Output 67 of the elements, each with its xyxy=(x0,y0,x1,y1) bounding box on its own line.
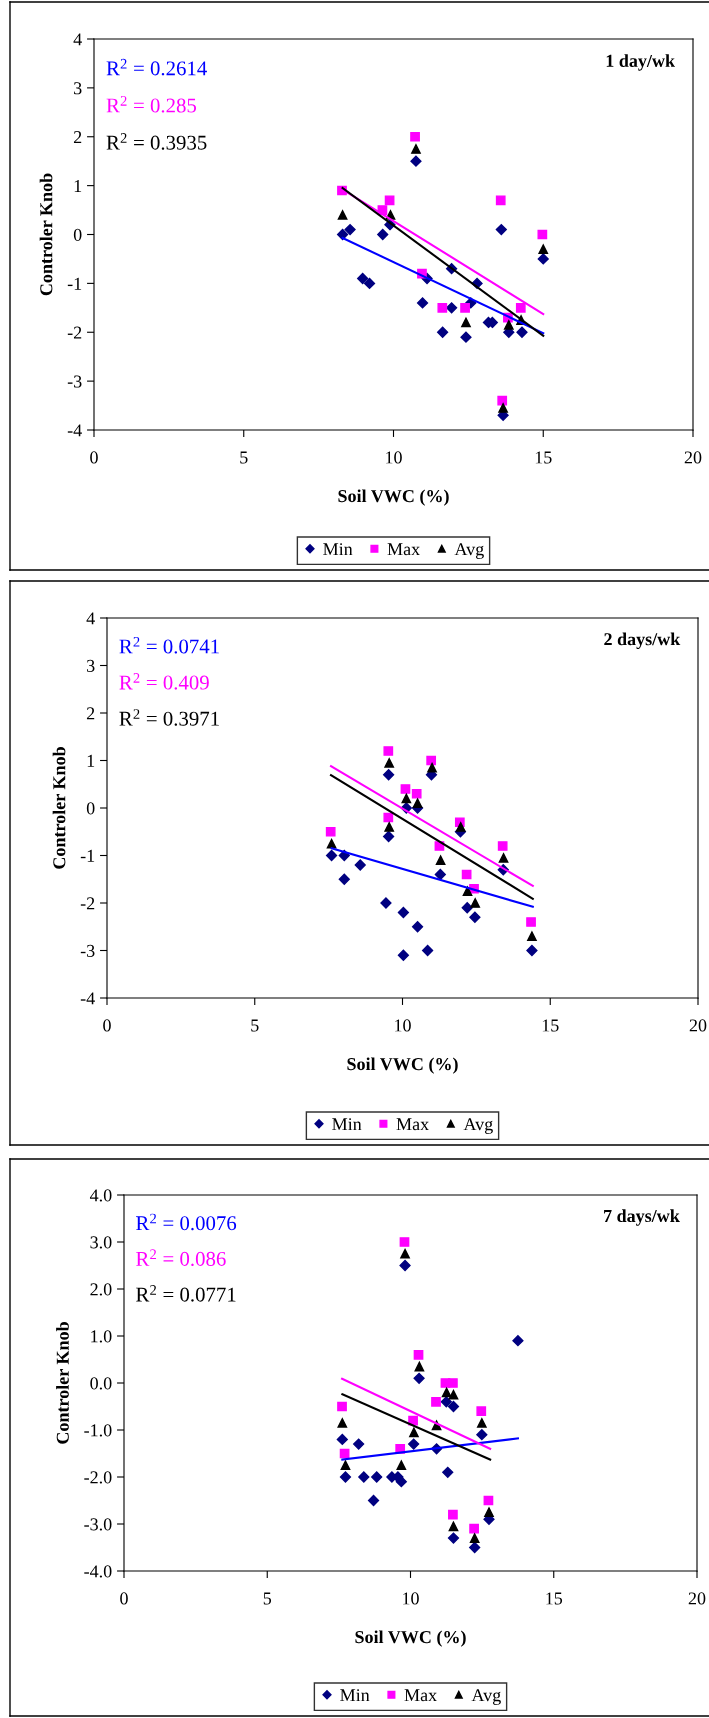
y-tick-label: -1.0 xyxy=(84,1424,112,1437)
x-tick-label: 10 xyxy=(395,1019,411,1032)
y-tick-label: 1.0 xyxy=(91,1330,112,1343)
y-tick-label: -1 xyxy=(67,277,82,290)
y-tick-label: 2 xyxy=(73,131,82,144)
x-tick-label: 20 xyxy=(684,451,702,464)
y-tick-label: 4 xyxy=(86,612,95,625)
y-tick-label: -4.0 xyxy=(84,1565,112,1578)
x-tick-label: 10 xyxy=(386,451,402,464)
y-tick-label: -3 xyxy=(67,375,82,388)
x-tick-label: 0 xyxy=(120,1592,128,1605)
legend-label: Min xyxy=(340,1689,370,1702)
annotation: R$^{2}$ = 0.086 xyxy=(136,1249,226,1266)
y-tick-label: 2.0 xyxy=(90,1283,112,1296)
annotation: R$^{2}$ = 0.3935 xyxy=(106,133,207,150)
y-tick-label: -2.0 xyxy=(84,1471,112,1484)
y-axis-title: Controler Knob xyxy=(39,173,53,296)
text: 1 day/wk xyxy=(606,54,676,71)
legend-label: Avg xyxy=(454,543,484,559)
y-tick-label: -1 xyxy=(80,849,95,862)
y-axis-title: Controler Knob xyxy=(56,1322,69,1444)
y-tick-label: 2 xyxy=(86,707,95,720)
annotation: R$^{2}$ = 0.0076 xyxy=(136,1213,237,1231)
annotation: R$^{2}$ = 0.2614 xyxy=(106,58,207,76)
y-tick-label: 0 xyxy=(86,802,95,815)
y-tick-label: 0.0 xyxy=(90,1377,112,1390)
legend-label: Min xyxy=(323,543,353,556)
x-axis-title: Soil VWC (%) xyxy=(338,489,449,506)
x-tick-label: 20 xyxy=(689,1019,707,1032)
x-tick-label: 15 xyxy=(535,451,552,464)
annotation: R$^{2}$ = 0.285 xyxy=(106,95,197,113)
text: 2 days/wk xyxy=(604,632,681,650)
legend-label: Min xyxy=(332,1118,362,1131)
legend-label: Avg xyxy=(463,1118,493,1134)
y-tick-label: 1 xyxy=(74,179,82,192)
y-tick-label: 0 xyxy=(73,228,82,241)
y-tick-label: 3 xyxy=(87,659,95,672)
legend-label: Max xyxy=(387,543,420,556)
x-tick-label: 5 xyxy=(263,1592,272,1605)
x-tick-label: 5 xyxy=(240,451,248,464)
legend-label: Max xyxy=(396,1118,429,1131)
text: 7 days/wk xyxy=(604,1209,680,1226)
annotation: R$^{2}$ = 0.0741 xyxy=(119,636,219,654)
x-axis-title: Soil VWC (%) xyxy=(347,1057,458,1074)
y-tick-label: 3 xyxy=(74,82,82,95)
x-axis-title: Soil VWC (%) xyxy=(355,1630,466,1647)
x-tick-label: 15 xyxy=(546,1592,563,1605)
y-tick-label: -2 xyxy=(80,897,95,910)
y-axis-title: Controler Knob xyxy=(52,747,66,869)
y-tick-label: 3.0 xyxy=(90,1236,112,1249)
y-tick-label: -4 xyxy=(67,424,82,437)
annotation: R$^{2}$ = 0.0771 xyxy=(136,1285,236,1302)
y-tick-label: 4.0 xyxy=(89,1189,112,1202)
x-tick-label: 10 xyxy=(403,1592,419,1605)
legend-label: Avg xyxy=(471,1689,501,1705)
y-tick-label: -3 xyxy=(80,944,95,957)
legend-label: Max xyxy=(404,1689,437,1702)
annotation: R$^{2}$ = 0.409 xyxy=(119,673,209,690)
annotation: R$^{2}$ = 0.3971 xyxy=(119,709,219,726)
x-tick-label: 5 xyxy=(251,1019,259,1032)
x-tick-label: 20 xyxy=(688,1592,706,1605)
y-tick-label: -4 xyxy=(80,992,95,1005)
y-tick-label: 4 xyxy=(73,33,82,46)
y-tick-label: 1 xyxy=(87,754,95,767)
y-tick-label: -3.0 xyxy=(84,1518,112,1531)
x-tick-label: 15 xyxy=(542,1019,559,1032)
y-tick-label: -2 xyxy=(67,326,82,339)
